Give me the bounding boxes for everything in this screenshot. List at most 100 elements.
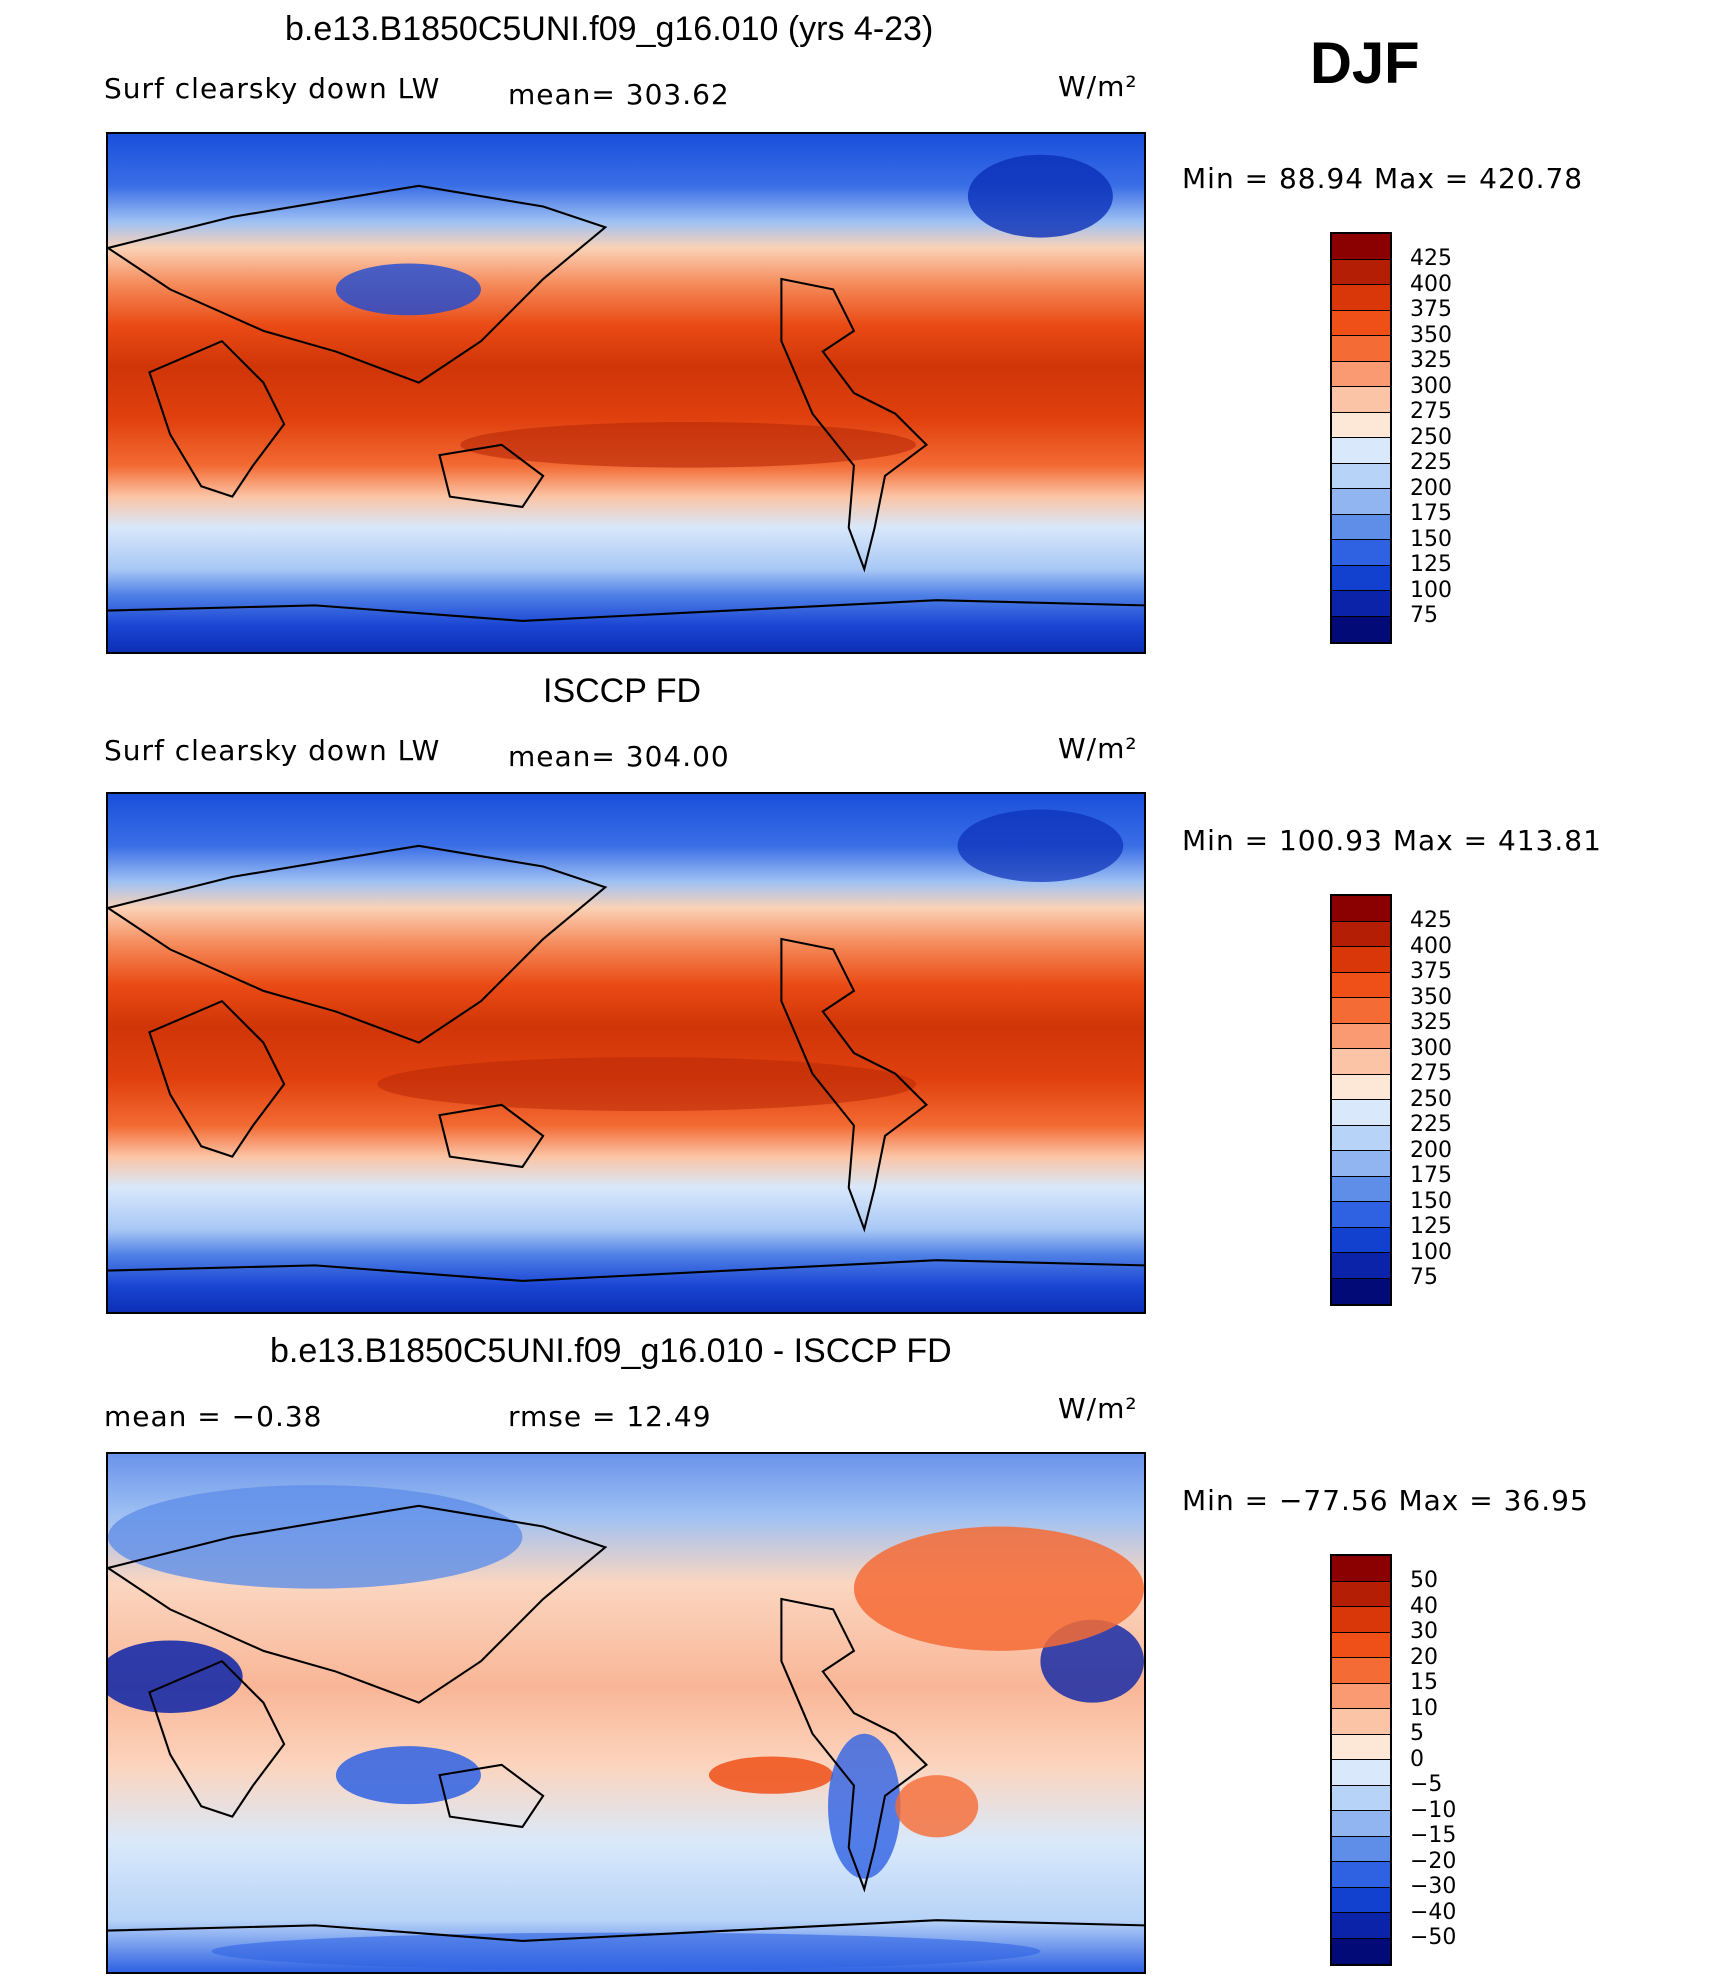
colorbar-tick-label: 75 (1410, 1265, 1438, 1290)
colorbar-swatch (1332, 972, 1390, 998)
colorbar-swatch (1332, 1151, 1390, 1177)
colorbar-swatch (1332, 1811, 1390, 1837)
colorbar-tick-label: −30 (1410, 1874, 1457, 1899)
colorbar-swatch (1332, 921, 1390, 947)
colorbar-swatch (1332, 412, 1390, 438)
colorbar-tick-label: 150 (1410, 1188, 1452, 1214)
colorbar-swatch (1332, 1887, 1390, 1913)
colorbar-tick-label: 0 (1410, 1746, 1424, 1772)
panel3-mean-label: mean = −0.38 (104, 1400, 323, 1433)
panel1-units-label: W/m² (1058, 70, 1138, 103)
colorbar-tick-label: 100 (1410, 1239, 1452, 1265)
panel3-colorbar (1330, 1554, 1392, 1966)
colorbar-tick-label: 50 (1410, 1568, 1438, 1593)
colorbar-tick-label: 400 (1410, 933, 1452, 959)
colorbar-swatch (1332, 1734, 1390, 1760)
colorbar-tick-label: 375 (1410, 959, 1452, 984)
panel2-units-label: W/m² (1058, 732, 1138, 765)
colorbar-swatch (1332, 514, 1390, 540)
panel1-title: b.e13.B1850C5UNI.f09_g16.010 (yrs 4-23) (285, 10, 934, 48)
colorbar-swatch (1332, 1938, 1390, 1964)
colorbar-swatch (1332, 1176, 1390, 1202)
colorbar-swatch (1332, 1862, 1390, 1888)
colorbar-tick-label: 250 (1410, 424, 1452, 450)
panel1-mean-label: mean= 303.62 (508, 78, 730, 111)
panel2-map-graphic (108, 794, 1144, 1312)
colorbar-tick-label: 350 (1410, 322, 1452, 348)
colorbar-tick-label: −5 (1410, 1772, 1443, 1797)
colorbar-tick-label: 275 (1410, 399, 1452, 424)
coastline-antarctica (108, 599, 1144, 622)
colorbar-swatch (1332, 1227, 1390, 1253)
colorbar-tick-label: 15 (1410, 1670, 1438, 1695)
season-label: DJF (1310, 31, 1420, 96)
colorbar-swatch (1332, 947, 1390, 973)
panel3-title: b.e13.B1850C5UNI.f09_g16.010 - ISCCP FD (270, 1332, 952, 1370)
colorbar-swatch (1332, 336, 1390, 362)
panel2-colorbar (1330, 894, 1392, 1306)
colorbar-tick-label: 125 (1410, 552, 1452, 577)
colorbar-swatch (1332, 438, 1390, 464)
colorbar-swatch (1332, 1023, 1390, 1049)
colorbar-tick-label: 225 (1410, 450, 1452, 475)
colorbar-swatch (1332, 565, 1390, 591)
colorbar-swatch (1332, 489, 1390, 515)
colorbar-swatch (1332, 310, 1390, 336)
colorbar-swatch (1332, 1581, 1390, 1607)
colorbar-swatch (1332, 1049, 1390, 1075)
colorbar-swatch (1332, 387, 1390, 413)
colorbar-swatch (1332, 896, 1390, 922)
colorbar-tick-label: 275 (1410, 1061, 1452, 1086)
colorbar-tick-label: 425 (1410, 908, 1452, 933)
panel2-minmax-label: Min = 100.93 Max = 413.81 (1182, 824, 1602, 857)
panel2-mean-label: mean= 304.00 (508, 740, 730, 773)
panel1-minmax-label: Min = 88.94 Max = 420.78 (1182, 162, 1584, 195)
colorbar-tick-label: 425 (1410, 246, 1452, 271)
colorbar-swatch (1332, 1913, 1390, 1939)
panel2-title: ISCCP FD (543, 672, 702, 710)
colorbar-swatch (1332, 285, 1390, 311)
colorbar-tick-label: −10 (1410, 1797, 1457, 1823)
panel1-colorbar-ticks: 425 400 375 350 325 300 275 250 225 200 175 150 125 1… (1410, 246, 1452, 629)
colorbar-tick-label: 40 (1410, 1593, 1438, 1619)
colorbar-tick-label: 30 (1410, 1619, 1438, 1644)
colorbar-tick-label: −20 (1410, 1848, 1457, 1874)
colorbar-tick-label: 10 (1410, 1695, 1438, 1721)
panel1-map (106, 132, 1146, 654)
colorbar-swatch (1332, 361, 1390, 387)
colorbar-swatch (1332, 1202, 1390, 1228)
colorbar-swatch (1332, 1683, 1390, 1709)
colorbar-tick-label: 175 (1410, 501, 1452, 526)
colorbar-swatch (1332, 1125, 1390, 1151)
colorbar-swatch (1332, 1658, 1390, 1684)
colorbar-tick-label: 5 (1410, 1721, 1424, 1746)
colorbar-tick-label: 300 (1410, 1035, 1452, 1061)
panel1-map-graphic (108, 134, 1144, 652)
colorbar-tick-label: 375 (1410, 297, 1452, 322)
colorbar-tick-label: 200 (1410, 475, 1452, 501)
panel3-map-graphic (108, 1454, 1144, 1972)
colorbar-tick-label: 300 (1410, 373, 1452, 399)
colorbar-tick-label: 325 (1410, 348, 1452, 373)
colorbar-swatch (1332, 540, 1390, 566)
colorbar-tick-label: −40 (1410, 1899, 1457, 1925)
colorbar-tick-label: 75 (1410, 603, 1438, 628)
colorbar-tick-label: 125 (1410, 1214, 1452, 1239)
colorbar-swatch (1332, 234, 1390, 260)
coastline-africa (148, 339, 286, 498)
colorbar-swatch (1332, 1074, 1390, 1100)
colorbar-tick-label: 325 (1410, 1010, 1452, 1035)
colorbar-swatch (1332, 1760, 1390, 1786)
colorbar-tick-label: −50 (1410, 1925, 1457, 1950)
panel3-units-label: W/m² (1058, 1392, 1138, 1425)
colorbar-tick-label: 100 (1410, 577, 1452, 603)
colorbar-tick-label: 225 (1410, 1112, 1452, 1137)
colorbar-swatch (1332, 998, 1390, 1024)
panel2-colorbar-ticks: 425 400 375 350 325 300 275 250 225 200 175 150 125 1… (1410, 908, 1452, 1291)
panel1-variable-label: Surf clearsky down LW (104, 72, 441, 105)
panel3-rmse-label: rmse = 12.49 (508, 1400, 712, 1433)
colorbar-tick-label: 200 (1410, 1137, 1452, 1163)
colorbar-swatch (1332, 1278, 1390, 1304)
colorbar-tick-label: −15 (1410, 1823, 1457, 1848)
colorbar-tick-label: 150 (1410, 526, 1452, 552)
